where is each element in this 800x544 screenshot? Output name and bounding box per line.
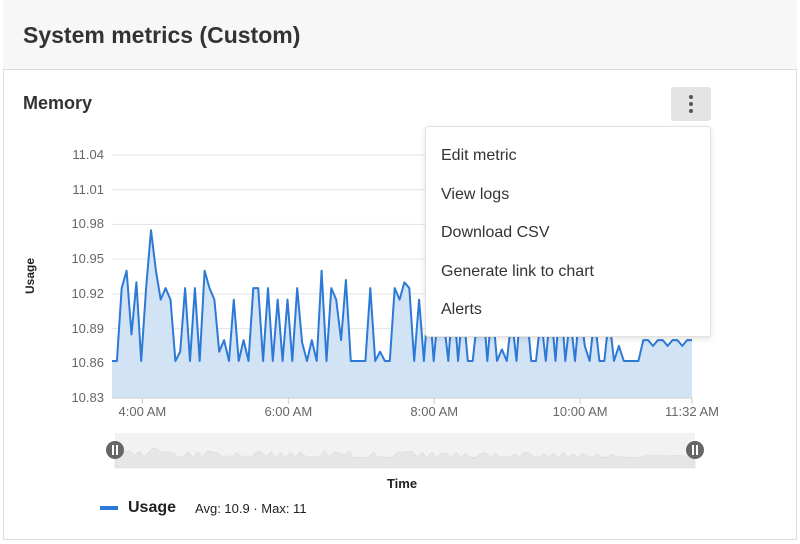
x-tick-label: 6:00 AM (264, 404, 313, 419)
y-tick-label: 11.04 (72, 147, 104, 162)
y-axis-title: Usage (23, 257, 37, 295)
x-tick-label: 4:00 AM (118, 404, 167, 419)
menu-item-alerts[interactable]: Alerts (441, 301, 482, 318)
y-tick-label: 10.83 (71, 390, 104, 405)
y-tick-label: 10.86 (71, 355, 104, 371)
navigator-sparkline (114, 447, 696, 469)
x-tick-label: 11:32 AM (665, 404, 719, 419)
options-dropdown-menu: Edit metric View logs Download CSV Gener… (425, 126, 711, 337)
more-options-button[interactable] (671, 87, 711, 121)
legend-item-usage[interactable]: Usage Avg: 10.9 · Max: 11 (100, 497, 307, 519)
y-tick-label: 11.01 (72, 181, 104, 197)
range-handle-right[interactable] (686, 441, 704, 459)
kebab-vertical-icon (689, 95, 693, 99)
menu-item-view-logs[interactable]: View logs (441, 185, 510, 203)
menu-item-generate-link[interactable]: Generate link to chart (441, 262, 594, 280)
y-tick-label: 10.92 (71, 285, 104, 301)
y-tick-label: 10.98 (71, 216, 104, 232)
card-title: Memory (23, 93, 93, 113)
menu-item-download-csv[interactable]: Download CSV (441, 224, 550, 241)
menu-item-edit-metric[interactable]: Edit metric (441, 147, 517, 164)
range-handle-left[interactable] (106, 441, 124, 459)
x-tick-label: 8:00 AM (410, 404, 459, 419)
kebab-vertical-icon (689, 109, 693, 113)
x-tick-label: 10:00 AM (552, 404, 608, 419)
kebab-vertical-icon (689, 102, 693, 106)
x-axis-title: Time (386, 476, 418, 491)
y-tick-label: 10.95 (71, 251, 104, 267)
page-title: System metrics (Custom) (23, 22, 301, 48)
legend-series-stats: Avg: 10.9 · Max: 11 (195, 500, 307, 516)
legend-series-name: Usage (128, 499, 177, 516)
y-tick-label: 10.89 (71, 320, 104, 336)
metrics-panel (3, 0, 797, 540)
legend-swatch (100, 506, 118, 510)
panel-header: System metrics (Custom) (3, 0, 797, 70)
